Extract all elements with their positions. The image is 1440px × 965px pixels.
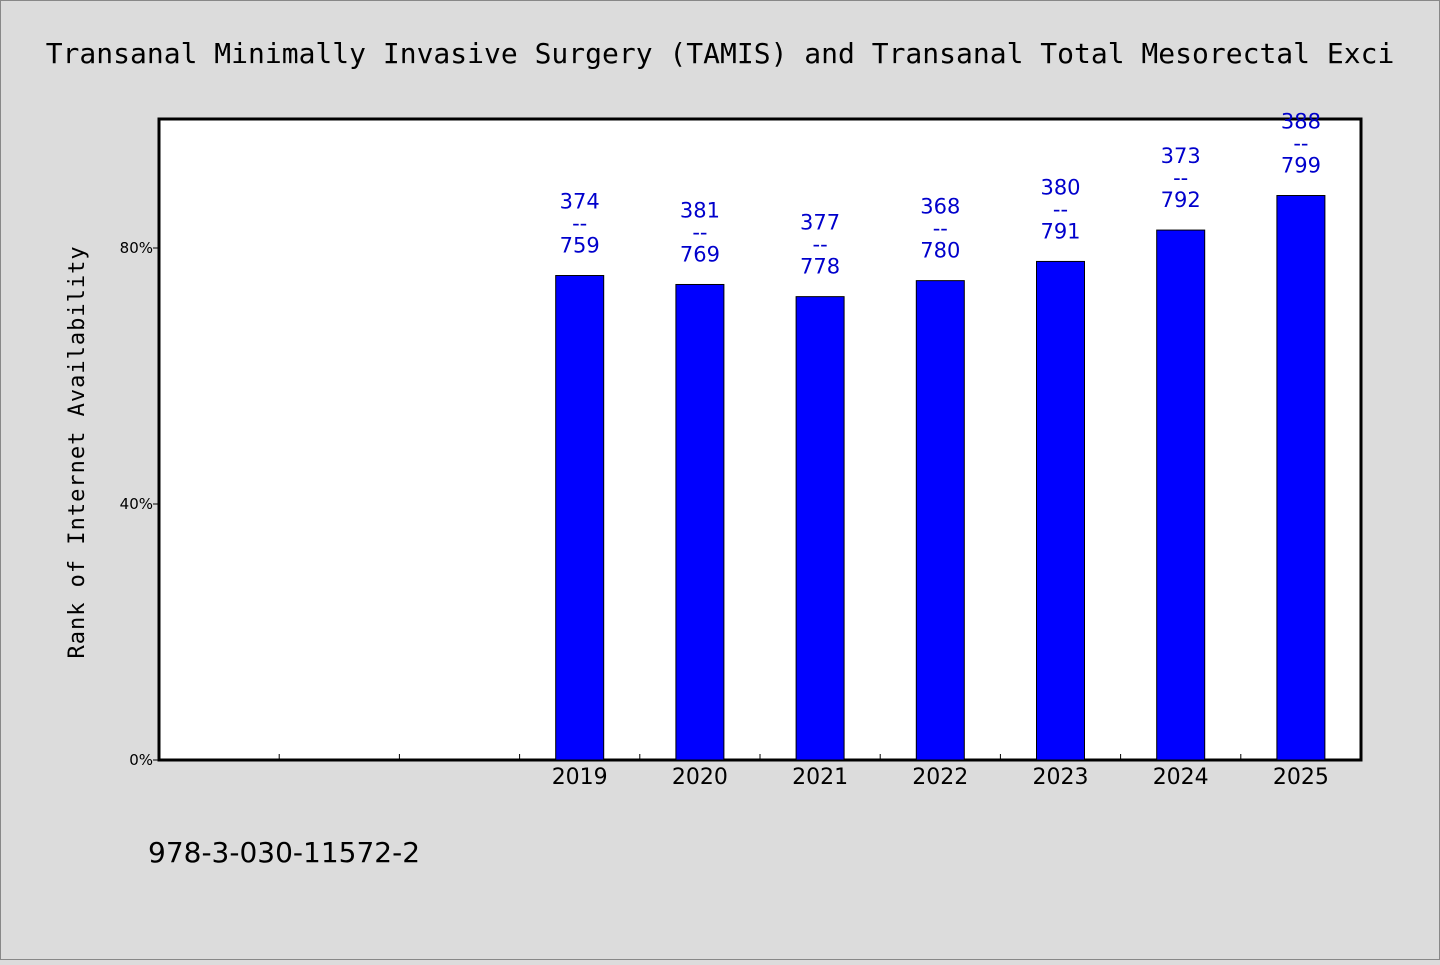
bar-2025 [1276,195,1326,761]
data-label-separator: -- [813,233,828,257]
data-label-top: 373 [1161,144,1201,168]
data-label-separator: -- [1053,197,1068,221]
data-label-bottom: 759 [560,234,600,258]
chart-marks: 0%40%80%2019374--7592020381--7692021377-… [120,110,1329,790]
isbn-footer: 978-3-030-11572-2 [148,836,420,869]
x-tick-label: 2024 [1153,765,1209,790]
bar-2019 [555,275,605,761]
x-tick-label: 2021 [792,765,848,790]
chart-title: Transanal Minimally Invasive Surgery (TA… [46,37,1395,70]
y-tick-label: 40% [120,495,153,513]
data-label-bottom: 791 [1040,219,1080,243]
bar-2024 [1156,229,1206,761]
x-tick-label: 2022 [912,765,968,790]
data-label-top: 374 [560,190,600,214]
x-tick-label: 2020 [672,765,728,790]
y-tick-label: 80% [120,239,153,257]
bar-2021 [795,296,845,761]
data-label-separator: -- [692,220,707,244]
data-label-top: 368 [920,195,960,219]
data-label-bottom: 778 [800,255,840,279]
data-label-separator: -- [1173,166,1188,190]
x-tick-label: 2025 [1273,765,1329,790]
data-label-separator: -- [1293,132,1308,156]
y-axis-label: Rank of Internet Availability [65,245,90,658]
data-label-top: 388 [1281,110,1321,134]
bar-2022 [915,280,965,761]
x-tick-label: 2023 [1033,765,1089,790]
data-label-top: 381 [680,198,720,222]
data-label-top: 380 [1040,175,1080,199]
data-label-top: 377 [800,211,840,235]
data-label-bottom: 792 [1161,188,1201,212]
data-label-bottom: 780 [920,239,960,263]
y-tick-label: 0% [129,751,153,769]
x-tick-label: 2019 [552,765,608,790]
bar-2020 [675,283,725,761]
data-label-bottom: 769 [680,242,720,266]
data-label-bottom: 799 [1281,154,1321,178]
bar-2023 [1036,260,1085,761]
data-label-separator: -- [933,217,948,241]
data-label-separator: -- [572,212,587,236]
